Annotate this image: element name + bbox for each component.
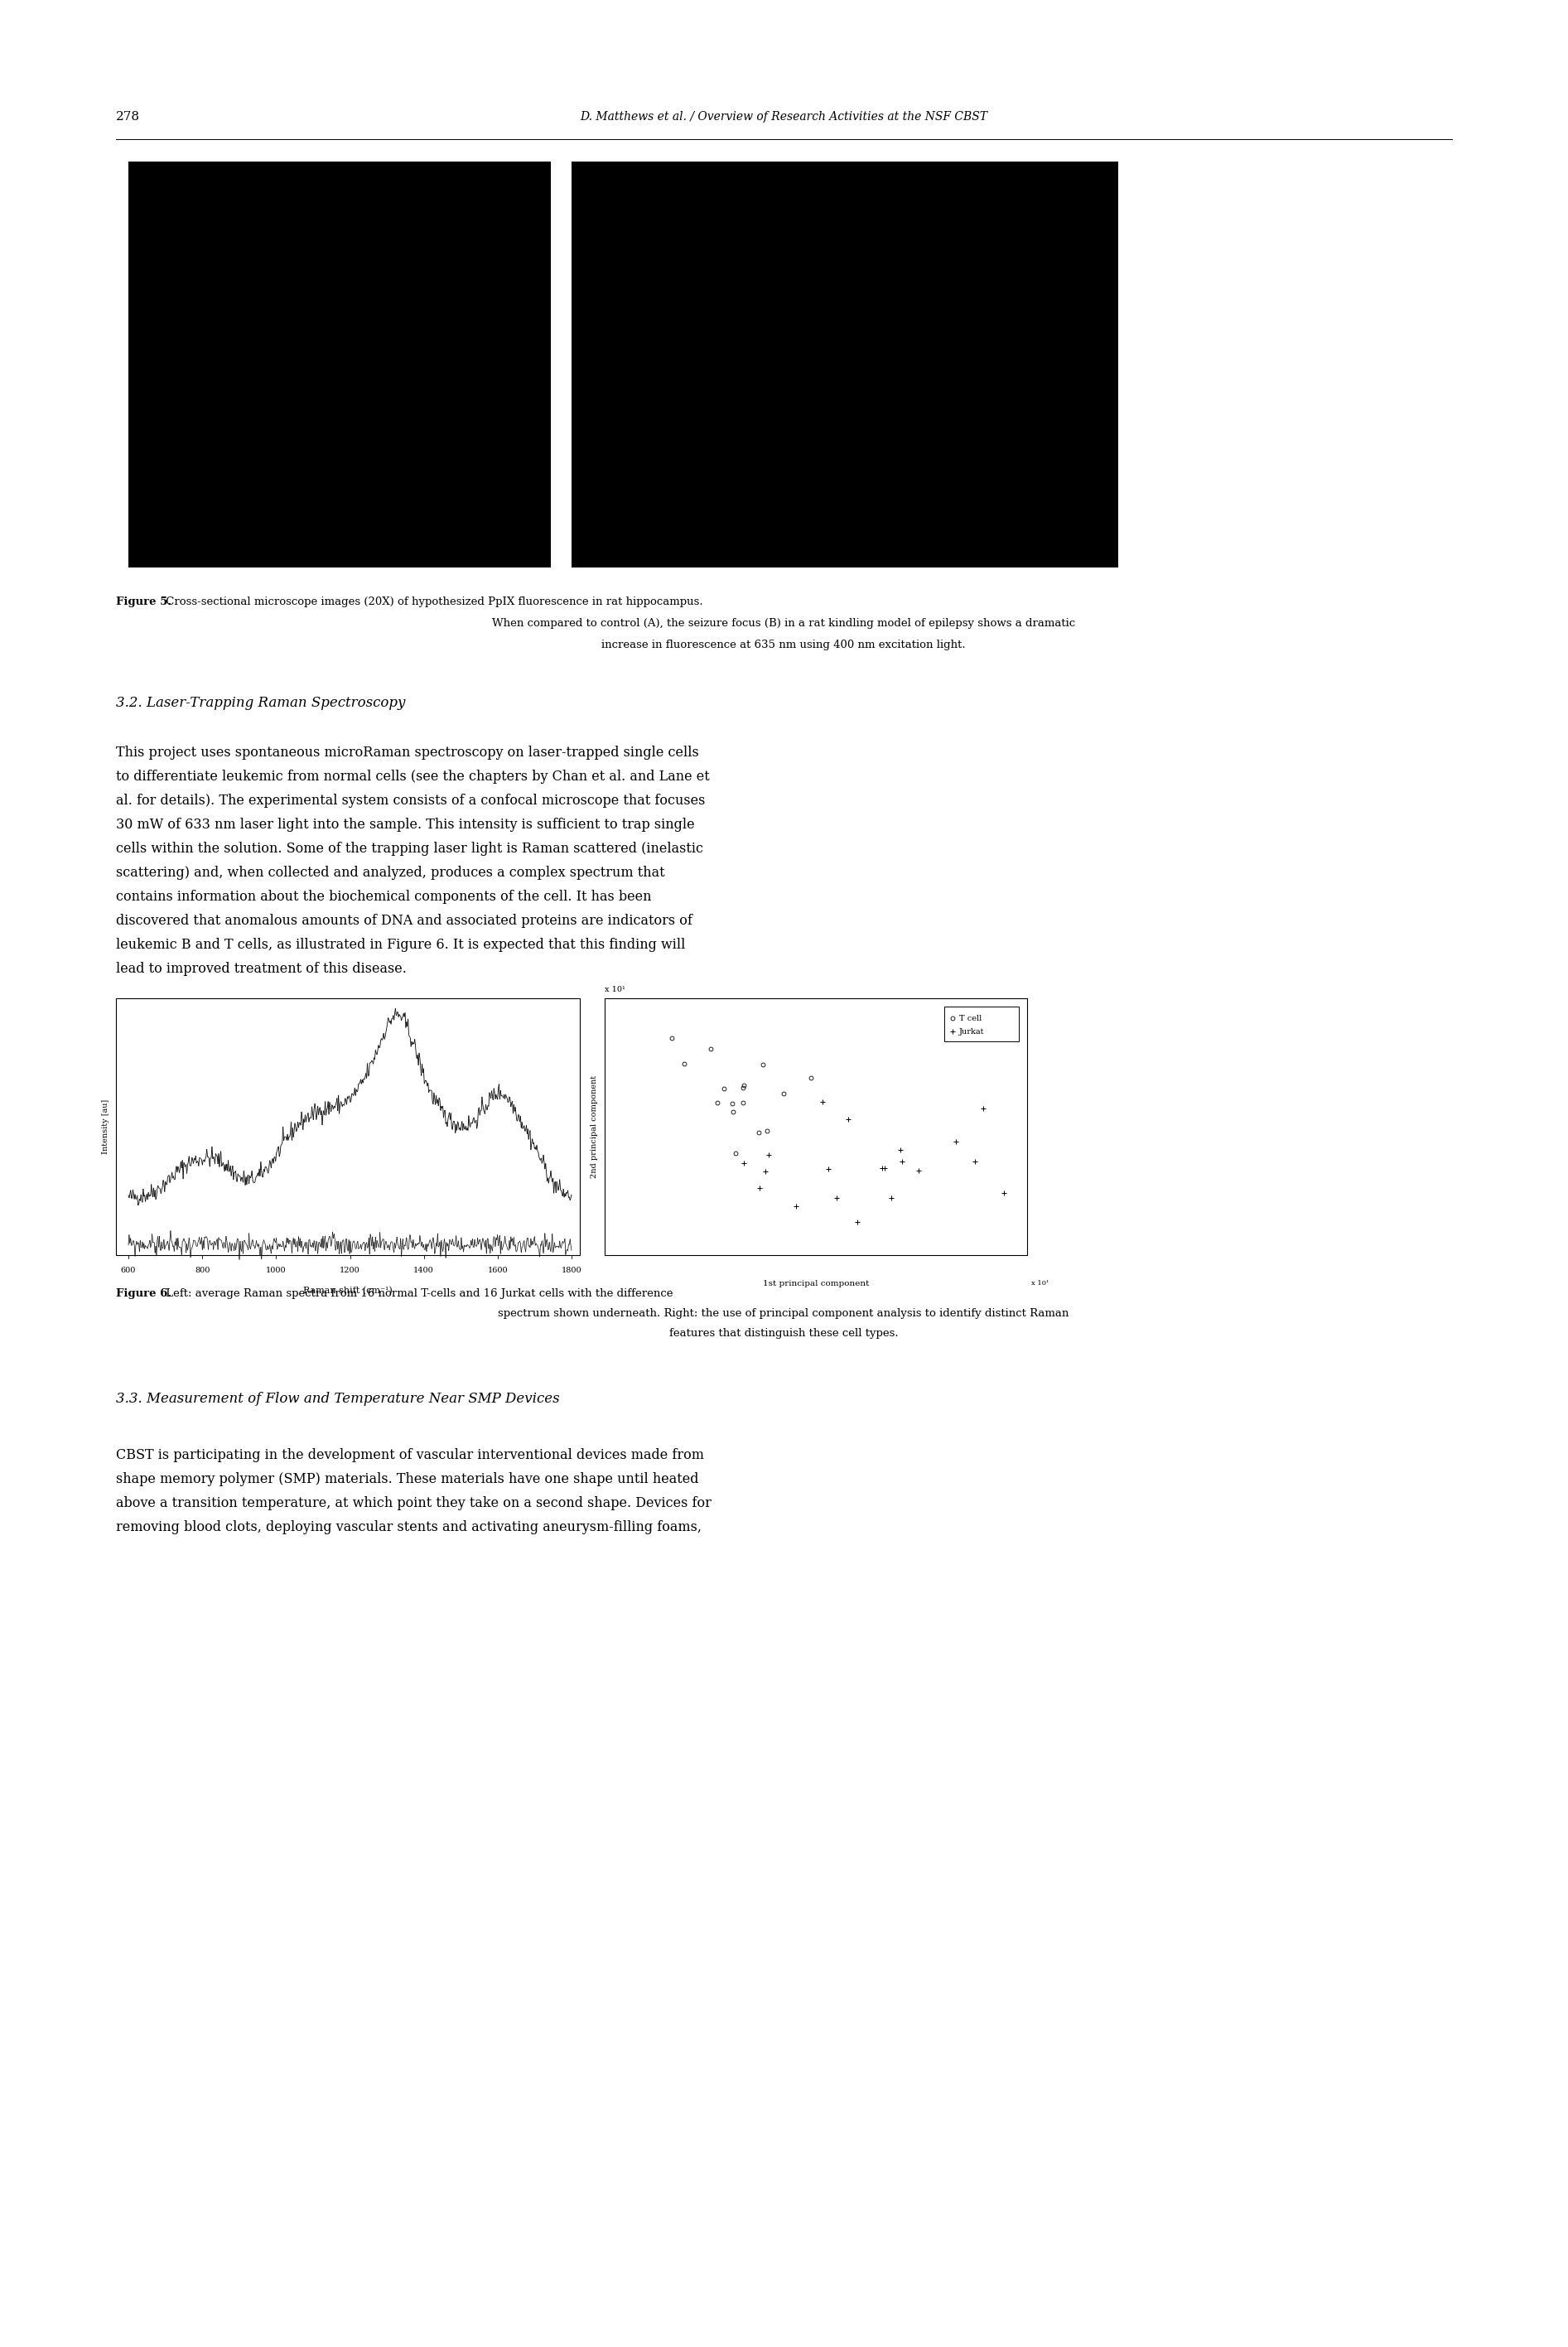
Text: shape memory polymer (SMP) materials. These materials have one shape until heate: shape memory polymer (SMP) materials. Th… <box>116 1472 699 1486</box>
Text: cells within the solution. Some of the trapping laser light is Raman scattered (: cells within the solution. Some of the t… <box>116 843 702 857</box>
Text: Intensity [au]: Intensity [au] <box>102 1098 110 1155</box>
Text: to differentiate leukemic from normal cells (see the chapters by Chan et al. and: to differentiate leukemic from normal ce… <box>116 770 710 784</box>
Text: x 10¹: x 10¹ <box>605 986 626 993</box>
Bar <box>944 1007 1019 1042</box>
Text: 1400: 1400 <box>414 1267 434 1274</box>
Text: al. for details). The experimental system consists of a confocal microscope that: al. for details). The experimental syste… <box>116 793 706 807</box>
Text: Cross-sectional microscope images (20X) of hypothesized PpIX fluorescence in rat: Cross-sectional microscope images (20X) … <box>163 596 702 608</box>
Text: 600: 600 <box>121 1267 136 1274</box>
Text: x 10¹: x 10¹ <box>1032 1279 1049 1286</box>
Text: Raman shift (cm⁻¹): Raman shift (cm⁻¹) <box>303 1286 392 1296</box>
Text: leukemic B and T cells, as illustrated in Figure 6. It is expected that this fin: leukemic B and T cells, as illustrated i… <box>116 939 685 953</box>
Text: Figure 6.: Figure 6. <box>116 1289 171 1298</box>
Text: above a transition temperature, at which point they take on a second shape. Devi: above a transition temperature, at which… <box>116 1495 712 1509</box>
Text: Left: average Raman spectra from 16 normal T-cells and 16 Jurkat cells with the : Left: average Raman spectra from 16 norm… <box>163 1289 673 1298</box>
Text: CBST is participating in the development of vascular interventional devices made: CBST is participating in the development… <box>116 1448 704 1462</box>
Text: 800: 800 <box>194 1267 210 1274</box>
Text: 1800: 1800 <box>561 1267 582 1274</box>
Text: lead to improved treatment of this disease.: lead to improved treatment of this disea… <box>116 962 406 976</box>
Text: contains information about the biochemical components of the cell. It has been: contains information about the biochemic… <box>116 890 651 904</box>
Text: 1200: 1200 <box>340 1267 361 1274</box>
Text: Figure 5.: Figure 5. <box>116 596 171 608</box>
Text: 1st principal component: 1st principal component <box>762 1279 869 1289</box>
Bar <box>605 997 1027 1256</box>
Text: 30 mW of 633 nm laser light into the sample. This intensity is sufficient to tra: 30 mW of 633 nm laser light into the sam… <box>116 817 695 831</box>
Text: scattering) and, when collected and analyzed, produces a complex spectrum that: scattering) and, when collected and anal… <box>116 866 665 880</box>
Text: When compared to control (A), the seizure focus (B) in a rat kindling model of e: When compared to control (A), the seizur… <box>492 617 1076 629</box>
Bar <box>116 997 580 1256</box>
Text: T cell: T cell <box>960 1014 982 1021</box>
Text: 1000: 1000 <box>267 1267 287 1274</box>
Text: discovered that anomalous amounts of DNA and associated proteins are indicators : discovered that anomalous amounts of DNA… <box>116 913 693 927</box>
Text: 2nd principal component: 2nd principal component <box>591 1075 597 1178</box>
Bar <box>572 162 1118 568</box>
Text: 1600: 1600 <box>488 1267 508 1274</box>
Text: spectrum shown underneath. Right: the use of principal component analysis to ide: spectrum shown underneath. Right: the us… <box>499 1307 1069 1319</box>
Text: 3.2. Laser-Trapping Raman Spectroscopy: 3.2. Laser-Trapping Raman Spectroscopy <box>116 697 406 711</box>
Text: Jurkat: Jurkat <box>960 1028 985 1035</box>
Text: This project uses spontaneous microRaman spectroscopy on laser-trapped single ce: This project uses spontaneous microRaman… <box>116 746 699 760</box>
Text: increase in fluorescence at 635 nm using 400 nm excitation light.: increase in fluorescence at 635 nm using… <box>602 641 966 650</box>
Text: D. Matthews et al. / Overview of Research Activities at the NSF CBST: D. Matthews et al. / Overview of Researc… <box>580 110 988 122</box>
Text: features that distinguish these cell types.: features that distinguish these cell typ… <box>670 1328 898 1338</box>
Text: 278: 278 <box>116 110 140 122</box>
Text: removing blood clots, deploying vascular stents and activating aneurysm-filling : removing blood clots, deploying vascular… <box>116 1521 701 1535</box>
Bar <box>129 162 550 568</box>
Text: 3.3. Measurement of Flow and Temperature Near SMP Devices: 3.3. Measurement of Flow and Temperature… <box>116 1392 560 1406</box>
